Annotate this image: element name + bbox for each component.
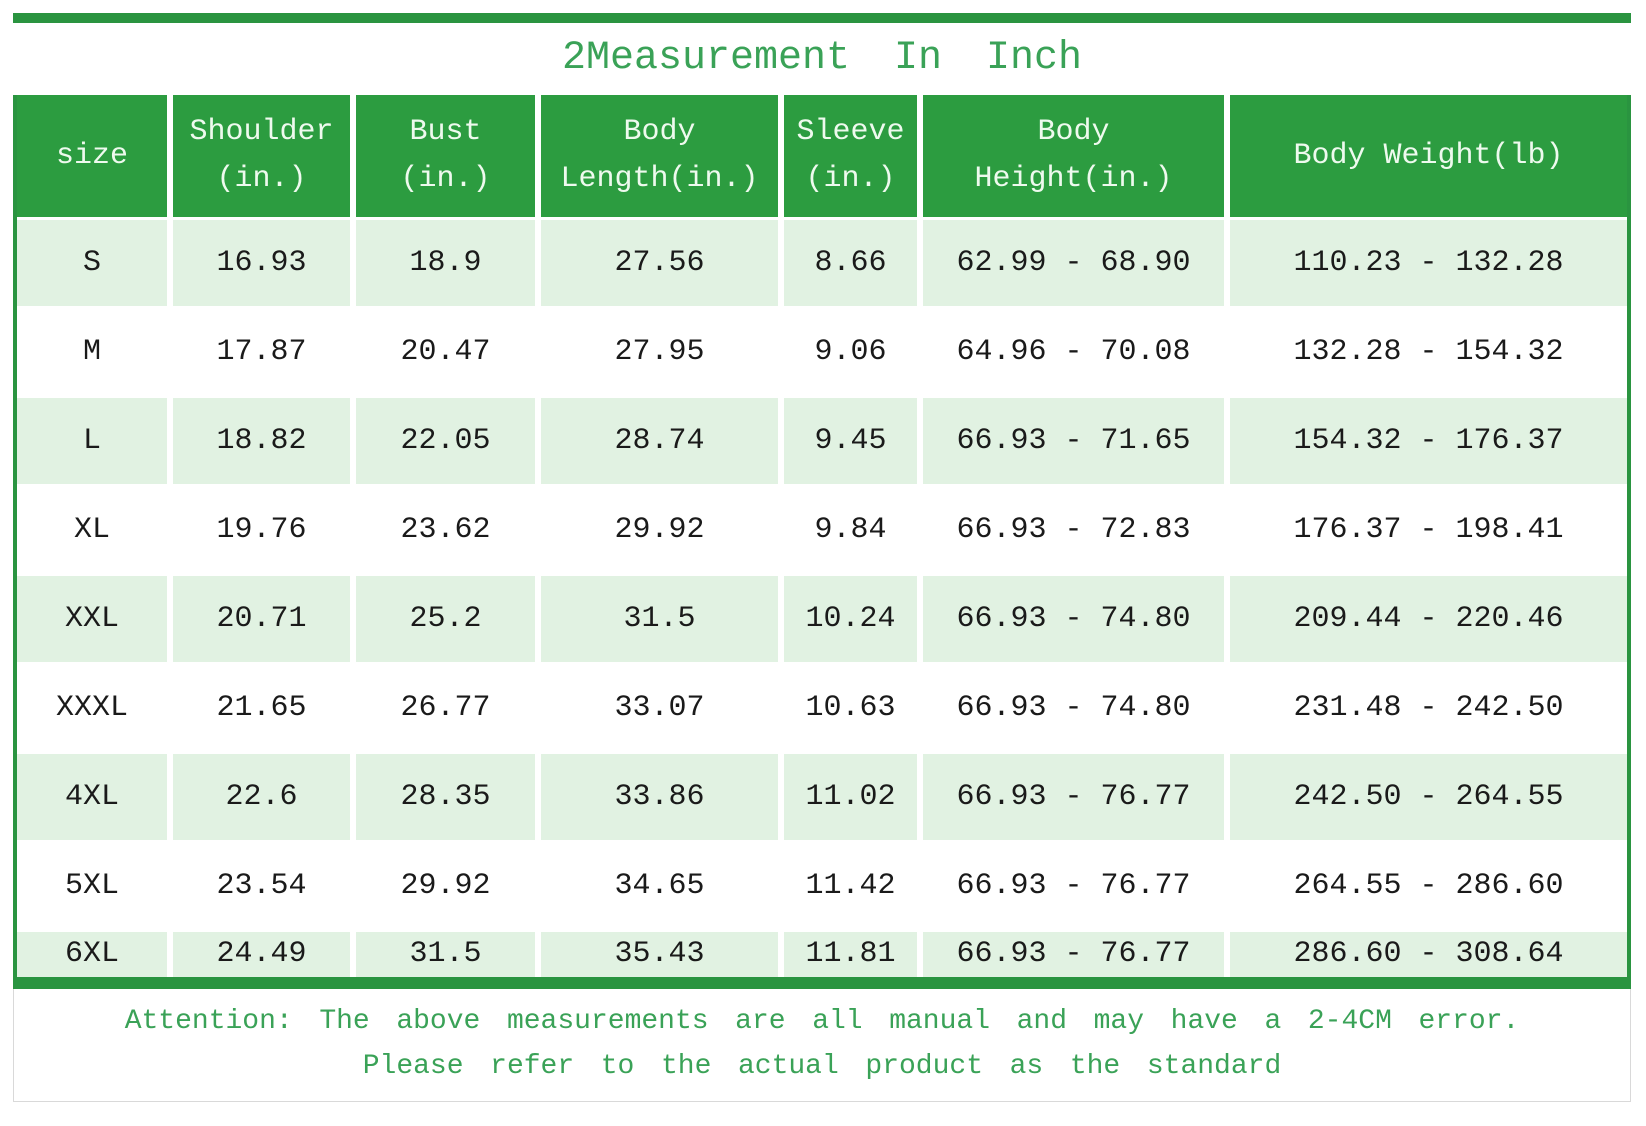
value-cell: 286.60 - 308.64: [1227, 928, 1627, 977]
value-cell: 11.42: [781, 839, 923, 930]
value-cell: 33.07: [538, 661, 784, 752]
value-cell: 34.65: [538, 839, 784, 930]
value-cell: 17.87: [170, 305, 356, 396]
size-cell: M: [17, 305, 173, 396]
value-cell: 19.76: [170, 483, 356, 574]
value-cell: 209.44 - 220.46: [1227, 572, 1627, 663]
value-cell: 132.28 - 154.32: [1227, 305, 1627, 396]
chart-title: 2Measurement In Inch: [561, 36, 1083, 81]
value-cell: 28.74: [538, 394, 784, 485]
value-cell: 25.2: [353, 572, 541, 663]
value-cell: 11.81: [781, 928, 923, 977]
value-cell: 31.5: [353, 928, 541, 977]
size-cell: XL: [17, 483, 173, 574]
value-cell: 27.56: [538, 216, 784, 307]
size-table-frame: size Shoulder (in.) Bust (in.) Body Length(…: [13, 95, 1631, 989]
value-cell: 28.35: [353, 750, 541, 841]
value-cell: 21.65: [170, 661, 356, 752]
size-table-header: size Shoulder (in.) Bust (in.) Body Length(…: [17, 95, 1627, 218]
column-header-4: Sleeve (in.): [781, 95, 923, 218]
value-cell: 64.96 - 70.08: [920, 305, 1230, 396]
value-cell: 66.93 - 76.77: [920, 928, 1230, 977]
value-cell: 66.93 - 74.80: [920, 572, 1230, 663]
table-row-XXXL: XXXL 21.65 26.77 33.07 10.63 66.93 - 74.80 231…: [17, 661, 1627, 752]
value-cell: 66.93 - 74.80: [920, 661, 1230, 752]
value-cell: 231.48 - 242.50: [1227, 661, 1627, 752]
value-cell: 26.77: [353, 661, 541, 752]
value-cell: 242.50 - 264.55: [1227, 750, 1627, 841]
top-border-bar: [13, 13, 1631, 23]
value-cell: 11.02: [781, 750, 923, 841]
value-cell: 31.5: [538, 572, 784, 663]
table-row-6XL: 6XL 24.49 31.5 35.43 11.81 66.93 - 76.77 286.6…: [17, 928, 1627, 977]
size-table: size Shoulder (in.) Bust (in.) Body Length(…: [17, 95, 1627, 977]
column-header-size: size: [17, 95, 173, 218]
value-cell: 18.9: [353, 216, 541, 307]
table-row-XXL: XXL 20.71 25.2 31.5 10.24 66.93 - 74.80 209.44…: [17, 572, 1627, 663]
value-cell: 62.99 - 68.90: [920, 216, 1230, 307]
value-cell: 8.66: [781, 216, 923, 307]
value-cell: 9.06: [781, 305, 923, 396]
value-cell: 66.93 - 71.65: [920, 394, 1230, 485]
table-row-4XL: 4XL 22.6 28.35 33.86 11.02 66.93 - 76.77 242.5…: [17, 750, 1627, 841]
column-header-1: Shoulder (in.): [170, 95, 356, 218]
column-header-2: Bust (in.): [353, 95, 541, 218]
value-cell: 29.92: [538, 483, 784, 574]
value-cell: 176.37 - 198.41: [1227, 483, 1627, 574]
value-cell: 20.71: [170, 572, 356, 663]
size-cell: 4XL: [17, 750, 173, 841]
attention-line-1: Attention: The above measurements are al…: [124, 1006, 1520, 1037]
value-cell: 29.92: [353, 839, 541, 930]
value-cell: 23.62: [353, 483, 541, 574]
column-header-3: Body Length(in.): [538, 95, 784, 218]
value-cell: 23.54: [170, 839, 356, 930]
value-cell: 264.55 - 286.60: [1227, 839, 1627, 930]
value-cell: 66.93 - 76.77: [920, 839, 1230, 930]
value-cell: 22.6: [170, 750, 356, 841]
value-cell: 154.32 - 176.37: [1227, 394, 1627, 485]
attention-note: Attention: The above measurements are al…: [13, 989, 1631, 1102]
attention-line-2: Please refer to the actual product as th…: [362, 1051, 1282, 1082]
table-row-S: S 16.93 18.9 27.56 8.66 62.99 - 68.90 110.23 -…: [17, 216, 1627, 307]
size-cell: XXL: [17, 572, 173, 663]
value-cell: 24.49: [170, 928, 356, 977]
table-row-M: M 17.87 20.47 27.95 9.06 64.96 - 70.08 132.28 …: [17, 305, 1627, 396]
size-table-body: S 16.93 18.9 27.56 8.66 62.99 - 68.90 110.23 -…: [17, 216, 1627, 977]
size-cell: L: [17, 394, 173, 485]
value-cell: 66.93 - 72.83: [920, 483, 1230, 574]
value-cell: 22.05: [353, 394, 541, 485]
value-cell: 33.86: [538, 750, 784, 841]
value-cell: 110.23 - 132.28: [1227, 216, 1627, 307]
value-cell: 16.93: [170, 216, 356, 307]
table-row-XL: XL 19.76 23.62 29.92 9.84 66.93 - 72.83 176.37…: [17, 483, 1627, 574]
value-cell: 10.24: [781, 572, 923, 663]
value-cell: 20.47: [353, 305, 541, 396]
size-cell: 5XL: [17, 839, 173, 930]
value-cell: 66.93 - 76.77: [920, 750, 1230, 841]
value-cell: 18.82: [170, 394, 356, 485]
column-header-6: Body Weight(lb): [1227, 95, 1627, 218]
table-row-5XL: 5XL 23.54 29.92 34.65 11.42 66.93 - 76.77 264.…: [17, 839, 1627, 930]
value-cell: 35.43: [538, 928, 784, 977]
value-cell: 9.84: [781, 483, 923, 574]
header-row: size Shoulder (in.) Bust (in.) Body Length(…: [17, 95, 1627, 218]
size-cell: 6XL: [17, 928, 173, 977]
value-cell: 27.95: [538, 305, 784, 396]
column-header-5: Body Height(in.): [920, 95, 1230, 218]
table-row-L: L 18.82 22.05 28.74 9.45 66.93 - 71.65 154.32 …: [17, 394, 1627, 485]
size-cell: S: [17, 216, 173, 307]
value-cell: 9.45: [781, 394, 923, 485]
size-cell: XXXL: [17, 661, 173, 752]
value-cell: 10.63: [781, 661, 923, 752]
